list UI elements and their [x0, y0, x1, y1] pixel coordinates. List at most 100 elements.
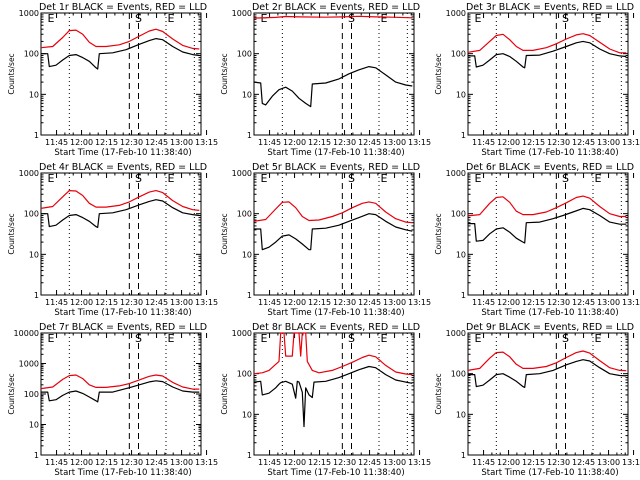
panel-det-5: Det 5r BLACK = Events, RED = LLD 1 10 100 10… [220, 162, 431, 318]
x-tick-label: 11:45 [258, 298, 281, 307]
marker-label: S [562, 12, 569, 25]
x-tick-label: 12:15 [522, 138, 545, 147]
x-tick-label: 11:45 [45, 298, 68, 307]
panel-title: Det 2r BLACK = Events, RED = LLD [252, 2, 420, 13]
y-tick-label: 100 [24, 210, 39, 219]
series-events-line [468, 207, 627, 244]
x-tick-label: 11:45 [258, 138, 281, 147]
y-axis-label: Counts/sec [220, 213, 229, 254]
marker-label: E [168, 12, 175, 25]
series-lld-line [467, 195, 627, 218]
y-tick-label: 10 [242, 250, 252, 259]
panel-title: Det 5r BLACK = Events, RED = LLD [252, 162, 420, 173]
y-tick-label: 100 [237, 370, 252, 379]
x-axis-label: Start Time (17-Feb-10 11:38:40) [267, 468, 404, 478]
x-tick-label: 12:45 [572, 458, 595, 467]
y-tick-label: 1000 [19, 360, 39, 369]
y-tick-label: 1000 [446, 169, 466, 178]
marker-label: E [595, 12, 602, 25]
x-tick-label: 13:15 [195, 298, 218, 307]
x-axis-label: Start Time (17-Feb-10 11:38:40) [267, 148, 404, 158]
y-tick-label: 1000 [232, 9, 252, 18]
x-tick-label: 12:45 [358, 458, 381, 467]
y-tick-label: 100 [451, 50, 466, 59]
panel-title: Det 8r BLACK = Events, RED = LLD [252, 322, 420, 333]
marker-label: E [261, 172, 268, 185]
x-tick-label: 13:15 [622, 458, 640, 467]
y-axis-label: Counts/sec [7, 373, 16, 414]
marker-label: E [48, 12, 55, 25]
marker-label: S [135, 332, 142, 345]
x-tick-label: 12:30 [120, 458, 143, 467]
y-tick-label: 1 [34, 451, 39, 460]
x-tick-label: 13:00 [383, 298, 406, 307]
panel-det-7: Det 7r BLACK = Events, RED = LLD 1 10 100 10… [7, 322, 218, 478]
x-tick-label: 12:15 [308, 138, 331, 147]
marker-label: S [562, 172, 569, 185]
x-tick-label: 12:15 [522, 298, 545, 307]
x-tick-label: 13:15 [195, 138, 218, 147]
x-tick-label: 13:00 [170, 298, 193, 307]
panel-det-8: Det 8r BLACK = Events, RED = LLD 1 10 100 10… [220, 322, 431, 478]
marker-label: S [348, 172, 355, 185]
x-tick-label: 13:00 [383, 138, 406, 147]
panel-title: Det 9r BLACK = Events, RED = LLD [466, 322, 634, 333]
y-tick-label: 10 [456, 250, 466, 259]
plot-frame [253, 172, 415, 296]
y-tick-label: 100 [237, 50, 252, 59]
x-tick-label: 12:30 [547, 458, 570, 467]
x-tick-label: 12:30 [120, 298, 143, 307]
x-tick-label: 13:15 [408, 138, 431, 147]
plot-frame [467, 172, 629, 296]
marker-label: S [135, 172, 142, 185]
x-tick-label: 11:45 [45, 138, 68, 147]
y-tick-label: 10 [29, 421, 39, 430]
marker-label: E [168, 332, 175, 345]
marker-label: E [381, 172, 388, 185]
x-tick-label: 12:00 [70, 458, 93, 467]
x-tick-label: 12:15 [522, 458, 545, 467]
y-axis-label: Counts/sec [220, 373, 229, 414]
x-tick-label: 12:45 [145, 138, 168, 147]
x-tick-label: 12:30 [333, 458, 356, 467]
y-tick-label: 10 [242, 90, 252, 99]
series-events-line [41, 199, 200, 229]
y-tick-label: 1 [247, 451, 252, 460]
x-tick-label: 13:00 [383, 458, 406, 467]
x-axis-label: Start Time (17-Feb-10 11:38:40) [54, 308, 191, 318]
y-axis-label: Counts/sec [7, 213, 16, 254]
x-tick-label: 12:15 [95, 458, 118, 467]
panel-det-3: Det 3r BLACK = Events, RED = LLD 1 10 100 10… [434, 2, 640, 158]
x-tick-label: 11:45 [472, 458, 495, 467]
x-tick-label: 12:00 [497, 458, 520, 467]
marker-label: S [348, 12, 355, 25]
x-tick-label: 12:45 [358, 298, 381, 307]
marker-label: S [562, 332, 569, 345]
x-axis-label: Start Time (17-Feb-10 11:38:40) [481, 468, 618, 478]
x-tick-label: 12:00 [283, 458, 306, 467]
y-tick-label: 10 [29, 250, 39, 259]
y-axis-label: Counts/sec [434, 373, 443, 414]
series-lld-line [467, 350, 627, 372]
plot-frame [40, 172, 202, 296]
x-tick-label: 13:15 [408, 458, 431, 467]
x-tick-label: 11:45 [258, 458, 281, 467]
y-tick-label: 1000 [446, 329, 466, 338]
series-events-line [253, 65, 413, 108]
x-tick-label: 12:15 [95, 138, 118, 147]
y-tick-label: 1 [34, 291, 39, 300]
series-lld-line [40, 190, 200, 211]
panel-title: Det 4r BLACK = Events, RED = LLD [39, 162, 207, 173]
series-events-line [253, 365, 413, 428]
x-axis-label: Start Time (17-Feb-10 11:38:40) [54, 468, 191, 478]
marker-label: E [261, 12, 268, 25]
y-tick-label: 100 [451, 370, 466, 379]
x-tick-label: 12:00 [70, 298, 93, 307]
y-axis-label: Counts/sec [7, 53, 16, 94]
plot-frame [467, 332, 629, 456]
y-tick-label: 10 [456, 90, 466, 99]
x-tick-label: 12:30 [547, 298, 570, 307]
x-tick-label: 12:30 [333, 298, 356, 307]
series-events-line [254, 213, 413, 251]
